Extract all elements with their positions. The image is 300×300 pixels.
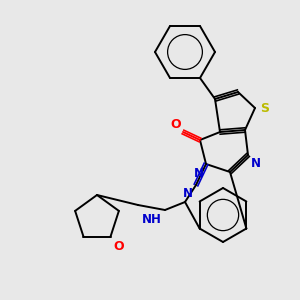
Text: N: N <box>194 167 204 180</box>
Text: N: N <box>251 157 261 170</box>
Text: O: O <box>170 118 181 131</box>
Text: O: O <box>113 240 124 253</box>
Text: N: N <box>183 187 193 200</box>
Text: S: S <box>260 101 269 115</box>
Text: NH: NH <box>142 213 162 226</box>
